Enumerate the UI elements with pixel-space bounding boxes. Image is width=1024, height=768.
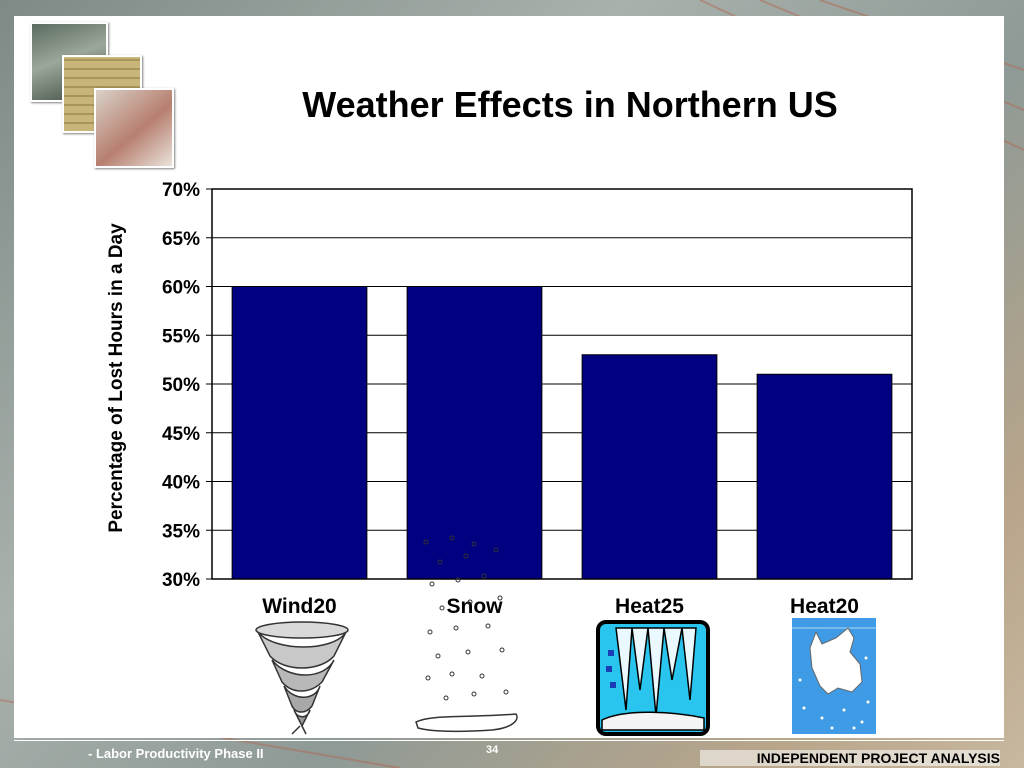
footer-company-name: INDEPENDENT PROJECT ANALYSIS bbox=[700, 750, 1000, 766]
y-tick-label: 60% bbox=[162, 278, 200, 299]
category-label-wind20: Wind20 bbox=[262, 595, 336, 618]
y-tick-label: 55% bbox=[162, 326, 200, 347]
bar-snow bbox=[406, 286, 543, 580]
slide-title: Weather Effects in Northern US bbox=[302, 84, 838, 125]
bar-heat25 bbox=[581, 354, 718, 580]
y-tick-label: 50% bbox=[162, 375, 200, 396]
y-tick-labels: 30% 35% 40% 45% 50% 55% 60% 65% 70% bbox=[162, 180, 200, 591]
category-label-heat20: Heat20 bbox=[790, 595, 859, 618]
hot-dog-icon bbox=[792, 618, 876, 734]
plot-area-border bbox=[211, 188, 913, 580]
y-tick-label: 70% bbox=[162, 180, 200, 201]
y-tick-label: 40% bbox=[162, 473, 200, 494]
y-tick-label: 65% bbox=[162, 229, 200, 250]
worker-photo-icon bbox=[30, 22, 180, 172]
category-label-snow: Snow bbox=[447, 595, 504, 618]
footer-presentation-name: - Labor Productivity Phase II bbox=[88, 746, 264, 761]
icicles-icon bbox=[596, 620, 710, 736]
category-label-heat25: Heat25 bbox=[615, 595, 684, 618]
tornado-icon bbox=[255, 621, 349, 735]
page-number: 34 bbox=[486, 744, 499, 756]
category-labels: Wind20 Snow Heat25 Heat20 bbox=[262, 595, 859, 618]
footer-divider bbox=[14, 740, 1004, 741]
y-tick-label: 35% bbox=[162, 521, 200, 542]
y-tick-label: 30% bbox=[162, 570, 200, 591]
y-tick-label: 45% bbox=[162, 424, 200, 445]
crane-photo-thumbnail bbox=[94, 88, 174, 168]
bars bbox=[231, 286, 893, 580]
snow-icon bbox=[415, 535, 518, 733]
bar-heat20 bbox=[756, 373, 893, 580]
bar-wind20 bbox=[231, 286, 368, 580]
